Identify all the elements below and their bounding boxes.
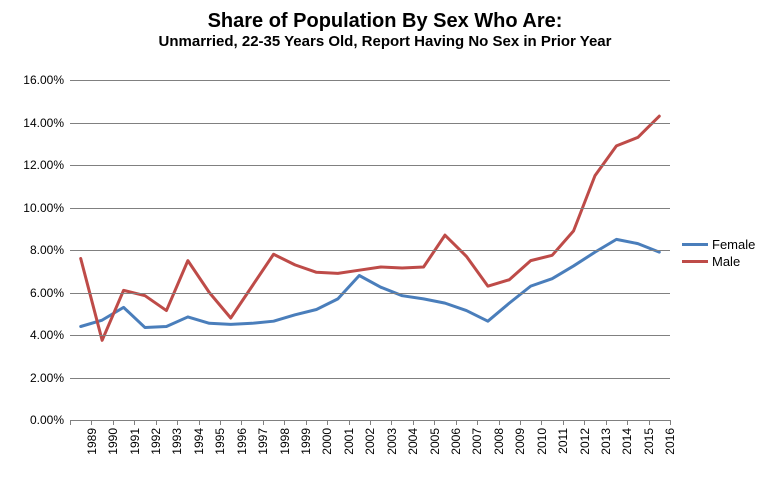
x-tick-label: 2008 bbox=[492, 428, 506, 455]
x-tick-label: 2010 bbox=[535, 428, 549, 455]
x-axis: 1989 1990 1991 1992 1993 1994 1995 1996 1997 1998… bbox=[70, 420, 670, 480]
x-tick-label: 2003 bbox=[385, 428, 399, 455]
x-tick-label: 1995 bbox=[213, 428, 227, 455]
series-line-female bbox=[81, 239, 660, 327]
legend-item-male: Male bbox=[682, 254, 755, 269]
gridline bbox=[70, 165, 670, 166]
legend-swatch bbox=[682, 243, 708, 246]
x-tick-label: 2002 bbox=[363, 428, 377, 455]
legend-label: Male bbox=[712, 254, 740, 269]
legend: Female Male bbox=[682, 235, 755, 271]
gridline bbox=[70, 250, 670, 251]
x-tick-label: 2005 bbox=[428, 428, 442, 455]
x-tick-label: 2016 bbox=[663, 428, 677, 455]
y-tick-label: 14.00% bbox=[23, 116, 64, 130]
x-tick-label: 1991 bbox=[128, 428, 142, 455]
gridline bbox=[70, 378, 670, 379]
legend-label: Female bbox=[712, 237, 755, 252]
legend-item-female: Female bbox=[682, 237, 755, 252]
x-tick-label: 1992 bbox=[149, 428, 163, 455]
y-tick-label: 2.00% bbox=[30, 371, 64, 385]
x-tick-label: 1990 bbox=[106, 428, 120, 455]
x-tick-label: 2012 bbox=[578, 428, 592, 455]
chart-titles: Share of Population By Sex Who Are: Unma… bbox=[0, 0, 770, 50]
x-tick-label: 1998 bbox=[278, 428, 292, 455]
gridline bbox=[70, 123, 670, 124]
x-tick-label: 2007 bbox=[470, 428, 484, 455]
x-tick-label: 2013 bbox=[599, 428, 613, 455]
x-tick-label: 1994 bbox=[192, 428, 206, 455]
y-tick-label: 10.00% bbox=[23, 201, 64, 215]
x-tick-label: 2015 bbox=[642, 428, 656, 455]
y-tick-label: 0.00% bbox=[30, 413, 64, 427]
x-tick bbox=[670, 420, 671, 425]
chart-title-main: Share of Population By Sex Who Are: bbox=[0, 10, 770, 33]
gridline bbox=[70, 80, 670, 81]
x-tick-label: 2014 bbox=[620, 428, 634, 455]
x-tick-label: 2009 bbox=[513, 428, 527, 455]
x-tick-label: 1997 bbox=[256, 428, 270, 455]
plot-area bbox=[70, 80, 670, 420]
y-tick-label: 12.00% bbox=[23, 158, 64, 172]
x-tick-label: 1989 bbox=[85, 428, 99, 455]
chart-container: Share of Population By Sex Who Are: Unma… bbox=[0, 0, 770, 500]
x-tick-label: 2011 bbox=[556, 428, 570, 454]
y-tick-label: 6.00% bbox=[30, 286, 64, 300]
x-tick-label: 1996 bbox=[235, 428, 249, 455]
y-tick-label: 4.00% bbox=[30, 328, 64, 342]
x-tick-label: 2001 bbox=[342, 428, 356, 455]
x-tick-label: 2004 bbox=[406, 428, 420, 455]
y-tick-label: 8.00% bbox=[30, 243, 64, 257]
legend-swatch bbox=[682, 260, 708, 263]
gridline bbox=[70, 293, 670, 294]
chart-title-sub: Unmarried, 22-35 Years Old, Report Havin… bbox=[0, 33, 770, 50]
series-line-male bbox=[81, 116, 660, 340]
x-tick-label: 2000 bbox=[320, 428, 334, 455]
y-tick-label: 16.00% bbox=[23, 73, 64, 87]
x-tick-label: 2006 bbox=[449, 428, 463, 455]
x-tick-label: 1993 bbox=[170, 428, 184, 455]
y-axis: 0.00%2.00%4.00%6.00%8.00%10.00%12.00%14.… bbox=[0, 80, 64, 420]
gridline bbox=[70, 335, 670, 336]
x-tick-label: 1999 bbox=[299, 428, 313, 455]
gridline bbox=[70, 208, 670, 209]
